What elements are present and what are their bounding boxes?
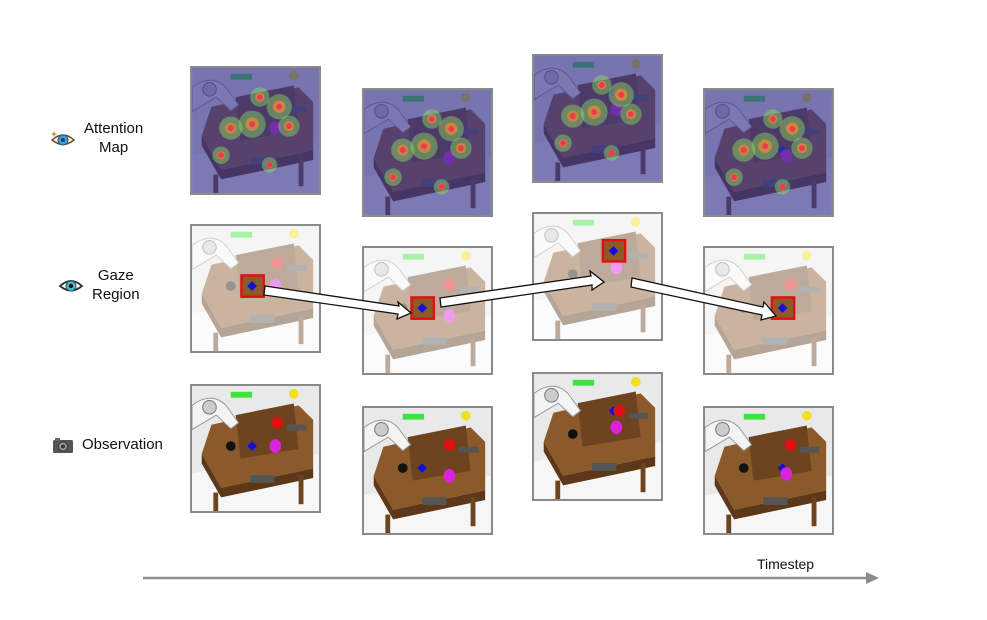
row-label-observation: Observation	[52, 435, 163, 454]
scene-image	[364, 90, 491, 215]
gaze-region-panel	[532, 212, 663, 341]
row-label-attention-map: Attention Map	[50, 119, 143, 157]
gaze-box	[601, 238, 627, 263]
scene-image	[534, 214, 661, 339]
attention-map-panel	[190, 66, 321, 195]
scene-image	[705, 248, 832, 373]
attention-map-panel	[532, 54, 663, 183]
scene-image	[705, 408, 832, 533]
attention-map-panel	[703, 88, 834, 217]
camera-icon	[53, 437, 73, 453]
attention-map-panel	[362, 88, 493, 217]
row-label-line1: Attention	[84, 120, 144, 137]
observation-panel	[532, 372, 663, 501]
gaze-region-panel	[703, 246, 834, 375]
scene-image	[192, 386, 319, 511]
eye-icon	[58, 280, 84, 292]
observation-panel	[190, 384, 321, 513]
timestep-axis-arrowhead	[866, 572, 879, 584]
sparkle-eye-icon	[50, 131, 76, 146]
row-label-line1: Observation	[82, 436, 163, 453]
scene-image	[192, 68, 319, 193]
scene-image	[534, 56, 661, 181]
scene-image	[705, 90, 832, 215]
scene-image	[364, 248, 491, 373]
timestep-axis-label: Timestep	[757, 556, 815, 572]
row-label-line1: Gaze	[97, 267, 134, 284]
scene-image	[192, 226, 319, 351]
gaze-region-panel	[362, 246, 493, 375]
row-label-line2: Map	[99, 139, 129, 156]
row-label-line2: Region	[92, 286, 140, 303]
scene-image	[534, 374, 661, 499]
observation-panel	[362, 406, 493, 535]
gaze-region-panel	[190, 224, 321, 353]
observation-panel	[703, 406, 834, 535]
row-label-gaze-region: Gaze Region	[58, 266, 140, 304]
scene-image	[364, 408, 491, 533]
